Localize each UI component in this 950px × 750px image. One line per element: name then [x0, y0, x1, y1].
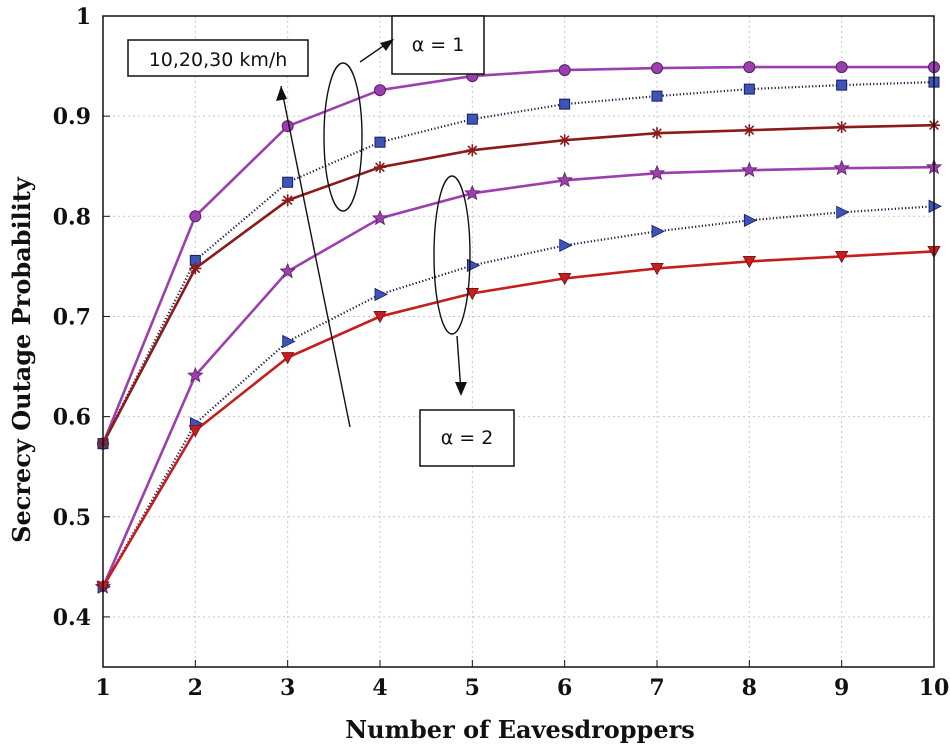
data-point	[557, 273, 572, 286]
series-alpha1-square	[97, 76, 940, 450]
x-tick-label: 3	[280, 675, 295, 701]
data-point	[648, 164, 666, 181]
data-point	[187, 367, 204, 383]
data-point	[279, 262, 296, 279]
series-line	[101, 123, 935, 445]
data-point	[743, 61, 756, 74]
x-axis-title: Number of Eavesdroppers	[345, 715, 695, 744]
annotation-speed: 10,20,30 km/h	[127, 39, 351, 428]
series-layer	[94, 61, 943, 594]
plot-frame	[102, 15, 935, 668]
grid-lines	[103, 16, 934, 667]
data-point	[282, 334, 296, 349]
data-point	[373, 311, 387, 324]
data-point	[928, 199, 942, 213]
alpha2-ellipse	[433, 175, 471, 335]
series-line	[101, 165, 935, 588]
x-tick-label: 6	[557, 675, 572, 701]
data-point	[651, 224, 665, 238]
data-point	[743, 83, 755, 95]
speed-arrowhead	[276, 86, 287, 101]
x-tick-label: 8	[742, 675, 757, 701]
data-point	[374, 161, 386, 174]
data-point	[559, 238, 573, 252]
data-point	[558, 134, 571, 147]
data-point	[651, 62, 663, 75]
alpha1-label: α = 1	[412, 34, 465, 56]
y-tick-label: 0.6	[53, 405, 91, 431]
x-tick-label: 7	[649, 675, 664, 701]
data-point	[743, 124, 756, 137]
data-point	[558, 64, 571, 77]
data-point	[836, 205, 850, 219]
data-point	[835, 61, 848, 74]
data-point	[651, 90, 663, 102]
y-tick-label: 1	[76, 4, 91, 30]
speed-arrow	[280, 85, 351, 428]
data-point	[833, 159, 850, 176]
series-alpha1-circle	[97, 61, 940, 450]
data-point	[559, 98, 571, 110]
data-point	[741, 161, 758, 178]
series-alpha2-star	[94, 158, 943, 594]
data-point	[835, 121, 848, 134]
y-tick-label: 0.9	[53, 104, 91, 130]
y-axis-title: Secrecy Outage Probability	[7, 176, 36, 543]
x-tick-label: 10	[919, 675, 950, 701]
data-point	[742, 255, 757, 269]
data-point	[371, 209, 389, 226]
alpha2-label: α = 2	[441, 427, 494, 449]
speed-label-box	[127, 39, 309, 77]
alpha2-arrowhead	[455, 382, 467, 396]
x-tick-label: 1	[95, 675, 110, 701]
series-line	[102, 205, 935, 588]
data-point	[651, 127, 663, 140]
series-alpha2-triangle-right	[97, 199, 942, 594]
x-tick-label: 2	[188, 675, 203, 701]
series-alpha2-triangle-down	[96, 245, 941, 594]
y-tick-label: 0.8	[53, 204, 91, 230]
series-line	[102, 81, 935, 445]
data-point	[282, 176, 294, 188]
data-point	[836, 79, 848, 91]
data-point	[280, 352, 295, 365]
data-point	[189, 210, 202, 223]
y-tick-label: 0.4	[53, 605, 91, 631]
y-tick-label: 0.7	[53, 304, 91, 330]
alpha1-label-box	[391, 15, 485, 75]
data-point	[464, 184, 481, 201]
data-point	[374, 136, 386, 148]
data-point	[189, 262, 202, 275]
data-point	[374, 84, 386, 97]
data-point	[556, 171, 573, 188]
data-point	[834, 250, 849, 264]
annotation-alpha1: α = 1	[323, 15, 485, 212]
data-point	[281, 194, 294, 207]
x-tick-label: 4	[372, 675, 387, 701]
annotation-alpha2: α = 2	[419, 175, 515, 467]
data-point	[743, 213, 758, 227]
data-point	[466, 113, 478, 125]
data-point	[374, 287, 388, 302]
data-point	[466, 144, 479, 157]
alpha1-ellipse	[323, 62, 363, 212]
data-point	[650, 262, 664, 276]
alpha1-arrowhead	[380, 39, 394, 51]
series-line	[101, 250, 935, 588]
tick-labels: 1 2 3 4 5 6 7 8 9 10 0.4 0.5 0.6 0.7 0.8 0.9 1	[53, 4, 950, 701]
y-tick-label: 0.5	[53, 505, 91, 531]
alpha2-label-box	[419, 409, 515, 467]
axes-layer	[102, 15, 935, 668]
data-point	[188, 425, 203, 438]
x-tick-label: 9	[834, 675, 849, 701]
data-point	[465, 288, 480, 301]
x-tick-label: 5	[465, 675, 480, 701]
series-line	[101, 65, 934, 445]
speed-label: 10,20,30 km/h	[149, 49, 288, 71]
